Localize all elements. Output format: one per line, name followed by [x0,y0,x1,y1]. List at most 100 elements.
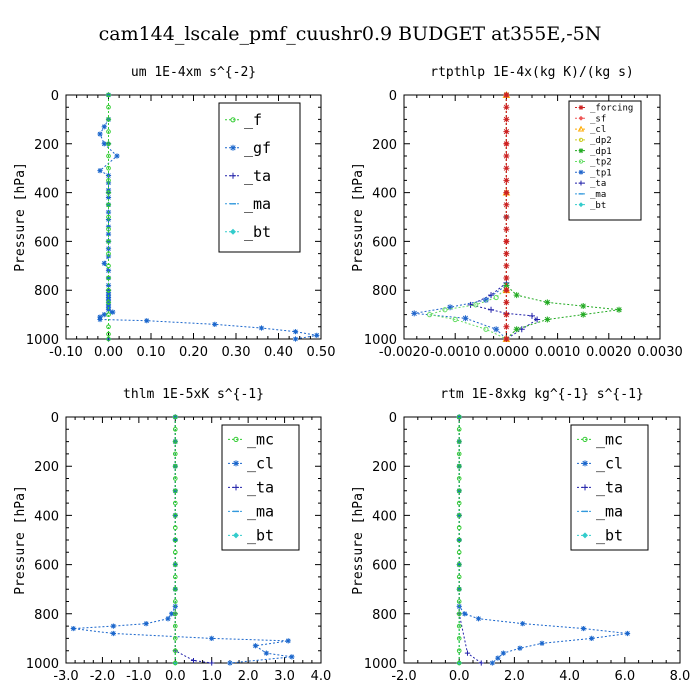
rtpthlp-series-forcing [503,92,510,342]
rtpthlp-legend-label-forcing: _forcing [590,104,633,114]
um-data-point-f [106,275,111,281]
rtm-data-point-cl [456,512,462,518]
rtpthlp-series-line-dp1 [505,95,620,340]
rtpthlp-x-tick-label: 0.0010 [535,345,581,360]
rtm-x-tick-label: -2.0 [391,669,416,684]
thlm-legend-marker-mc [233,436,239,442]
rtpthlp-data-point-forcing [503,128,510,135]
rtm-data-point-mc [456,414,462,420]
um-data-point-gf [105,187,112,193]
rtm-legend: _mc _cl _ta _ma _bt [570,424,649,551]
um-y-tick-label: 200 [34,138,59,153]
thlm-y-tick-label: 800 [34,608,59,623]
rtpthlp-x-tick-label: 0.0030 [637,345,683,360]
thlm-data-point-ta [190,657,197,664]
rtm-data-point-mc [456,439,462,444]
thlm-legend-label-ma: _ma [247,503,274,521]
thlm-data-point-cl [209,635,215,641]
rtpthlp-data-point-forcing [503,214,510,220]
rtm-legend-label-cl: _cl [596,455,623,473]
rtpthlp-data-point-dp1 [503,282,510,289]
rtm-y-tick-label: 800 [372,608,397,623]
rtpthlp-legend-marker-dp1 [578,148,584,154]
rtpthlp-legend-label-tp1: _tp1 [590,168,612,178]
rtpthlp-data-point-tp2 [442,307,448,313]
thlm-series-line-ta [174,417,212,664]
um-data-point-f [106,202,111,208]
um-data-point-gf [105,282,112,288]
rtm-data-point-mc [456,476,462,481]
rtpthlp-data-point-tp1 [462,315,469,322]
rtm-legend-label-ma: _ma [596,503,623,521]
rtm-x-tick-label: 2.0 [504,669,525,684]
rtpthlp-data-point-dp1 [513,326,520,333]
rtm-data-point-cl [475,616,482,622]
thlm-series-ta [172,414,215,666]
um-data-point-f [106,129,111,134]
rtpthlp-legend-label-bt: _bt [590,201,606,211]
thlm-data-point-cl [227,660,233,666]
rtpthlp-legend-marker-dp2 [578,137,584,143]
rtpthlp-legend-marker-forcing [578,105,584,110]
um-data-point-f [106,165,111,171]
rtpthlp-data-point-forcing [503,177,510,184]
rtm-data-point-mc [456,660,462,666]
thlm-x-tick-label: 1.0 [201,669,222,684]
rtm-data-point-mc [456,500,462,506]
thlm-legend-label-ta: _ta [247,479,274,497]
um-data-point-gf [114,153,120,159]
thlm-x-tick-label: 4.0 [311,669,332,684]
um-data-point-gf [105,231,112,237]
thlm-data-point-cl [143,621,149,627]
rtpthlp-legend-marker-cl [577,125,585,132]
page-title: cam144_lscale_pmf_cuushr0.9 BUDGET at355… [99,23,602,45]
thlm-data-point-mc [172,525,178,531]
um-legend: _f _gf _ta _ma _bt [218,102,301,253]
rtpthlp-legend-label-sf: _sf [590,114,606,124]
um-data-point-f [106,178,111,183]
thlm-data-point-mc [172,451,178,457]
thlm-data-point-cl [172,537,178,543]
um-x-tick-label: -0.10 [49,345,83,360]
um-x-tick-label: 0.20 [179,345,208,360]
um-data-point-gf [101,141,107,147]
rtm-series-mc [456,414,462,666]
thlm-data-point-mc [172,439,178,444]
um-data-point-gf [105,180,112,186]
rtm-data-point-cl [462,611,468,617]
um-data-point-gf [101,312,107,318]
thlm-data-point-mc [172,586,178,592]
thlm-data-point-cl [110,623,116,629]
thlm-data-point-mc [172,660,178,666]
um-data-point-gf [110,309,116,315]
thlm-data-point-cl [172,512,178,518]
thlm-x-tick-label: -1.0 [126,669,151,684]
rtm-chart-title: rtm 1E-8xkg kg^{-1} s^{-1} [440,387,644,402]
rtpthlp-data-point-tp2 [473,302,479,308]
thlm-legend: _mc _cl _ta _ma _bt [221,424,300,551]
rtpthlp-data-point-forcing [503,226,510,233]
um-data-point-f [106,312,111,317]
um-data-point-f [106,239,111,244]
um-y-axis-label: Pressure [hPa] [13,162,28,272]
rtm-data-point-cl [624,630,631,637]
rtpthlp-data-point-forcing [503,299,510,306]
um-data-point-gf [212,321,218,327]
rtpthlp-data-point-tp2 [483,326,489,332]
rtm-series-line-ta [458,417,482,664]
um-data-point-f [106,251,111,256]
um-legend-marker-bt [230,228,236,235]
thlm-x-tick-label: 2.0 [238,669,259,684]
rtm-y-tick-label: 400 [372,509,397,524]
thlm-legend-marker-ta [233,484,239,491]
rtm-data-point-ta [478,660,484,666]
thlm-data-point-cl [263,650,269,656]
um-data-point-gf [105,194,112,201]
thlm-data-point-cl [169,611,175,617]
um-data-point-gf [105,238,112,244]
um-data-point-gf [105,268,112,274]
rtpthlp-data-point-dp1 [513,292,520,299]
rtm-legend-marker-ta [582,484,588,491]
rtpthlp-data-point-tp1 [493,326,500,333]
rtm-data-point-mc [456,599,462,604]
